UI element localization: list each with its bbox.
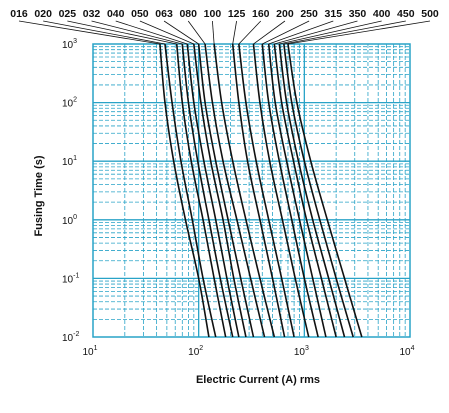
leader-line-040 <box>115 20 188 45</box>
x-axis-title: Electric Current (A) rms <box>196 374 320 386</box>
leader-line-125 <box>232 20 237 45</box>
rating-label-500: 500 <box>421 8 439 20</box>
y-tick-exponent: 1 <box>73 155 77 162</box>
fuse-curve-100 <box>213 43 276 338</box>
y-tick-exponent: 0 <box>73 214 77 221</box>
leader-line-315 <box>268 20 334 45</box>
rating-label-350: 350 <box>349 8 367 20</box>
y-tick-label: 10-2 <box>62 331 79 344</box>
rating-label-050: 050 <box>131 8 149 20</box>
leader-line-350 <box>274 20 358 45</box>
fuse-curves <box>159 43 363 338</box>
label-leader-lines <box>18 20 431 45</box>
leader-line-025 <box>67 20 177 45</box>
y-tick-label: 101 <box>62 155 77 168</box>
grid <box>93 44 410 337</box>
fuse-curve-350 <box>273 43 337 338</box>
y-tick-exponent: -2 <box>73 331 79 338</box>
fuse-curve-080 <box>204 43 266 338</box>
x-tick-labels: 101 102 103 104 <box>82 345 414 358</box>
rating-label-080: 080 <box>179 8 197 20</box>
rating-label-450: 450 <box>397 8 415 20</box>
y-tick-exponent: 3 <box>73 38 77 45</box>
leader-line-250 <box>262 20 310 45</box>
x-tick-exponent: 3 <box>305 345 309 352</box>
leader-line-400 <box>279 20 382 45</box>
rating-label-016: 016 <box>10 8 28 20</box>
fuse-curve-032 <box>181 43 234 338</box>
fuse-curve-025 <box>175 43 227 338</box>
x-tick-exponent: 2 <box>199 345 203 352</box>
y-tick-label: 10-1 <box>62 272 79 285</box>
fuse-curve-040 <box>186 43 240 338</box>
rating-label-032: 032 <box>83 8 101 20</box>
leader-line-063 <box>163 20 199 45</box>
fuse-curve-450 <box>283 43 354 338</box>
y-tick-exponent: 2 <box>73 97 77 104</box>
rating-label-125: 125 <box>228 8 246 20</box>
rating-label-020: 020 <box>34 8 52 20</box>
leader-line-100 <box>212 20 215 45</box>
plot-frame <box>92 43 411 338</box>
fuse-curve-500 <box>287 43 363 338</box>
rating-labels: 016 020 025 032 040 050 063 080 100 125 160 200 250 3… <box>10 8 439 20</box>
x-tick-exponent: 1 <box>94 345 98 352</box>
fuse-curve-315 <box>267 43 327 338</box>
rating-label-200: 200 <box>276 8 294 20</box>
leader-line-500 <box>287 20 431 45</box>
y-axis-title: Fusing Time (s) <box>33 155 45 236</box>
fuse-curve-063 <box>197 43 255 338</box>
fuse-curve-250 <box>261 43 319 338</box>
rating-label-315: 315 <box>325 8 343 20</box>
rating-label-040: 040 <box>107 8 125 20</box>
fuse-curve-125 <box>231 43 286 338</box>
leader-line-016 <box>18 20 161 45</box>
y-tick-label: 102 <box>62 97 77 110</box>
rating-label-025: 025 <box>59 8 77 20</box>
y-tick-label: 100 <box>62 214 77 227</box>
leader-line-200 <box>253 20 286 45</box>
fuse-curve-160 <box>238 43 295 338</box>
x-tick-label: 103 <box>294 345 309 358</box>
x-tick-label: 101 <box>82 345 97 358</box>
rating-label-100: 100 <box>204 8 222 20</box>
fuse-curve-020 <box>164 43 217 338</box>
y-tick-exponent: -1 <box>73 272 79 279</box>
leader-line-080 <box>187 20 206 45</box>
fuse-curve-200 <box>252 43 310 338</box>
fuse-curve-400 <box>278 43 346 338</box>
fuse-curve-050 <box>193 43 247 338</box>
x-tick-label: 104 <box>399 345 414 358</box>
leader-line-032 <box>91 20 183 45</box>
leader-line-020 <box>43 20 166 45</box>
rating-label-400: 400 <box>373 8 391 20</box>
leader-line-450 <box>283 20 406 45</box>
y-tick-label: 103 <box>62 38 77 51</box>
rating-label-160: 160 <box>252 8 270 20</box>
rating-label-063: 063 <box>155 8 173 20</box>
fuse-curve-016 <box>159 43 210 338</box>
leader-line-160 <box>238 20 262 45</box>
x-tick-label: 102 <box>188 345 203 358</box>
leader-line-050 <box>139 20 194 45</box>
rating-label-250: 250 <box>300 8 318 20</box>
x-tick-exponent: 4 <box>411 345 415 352</box>
